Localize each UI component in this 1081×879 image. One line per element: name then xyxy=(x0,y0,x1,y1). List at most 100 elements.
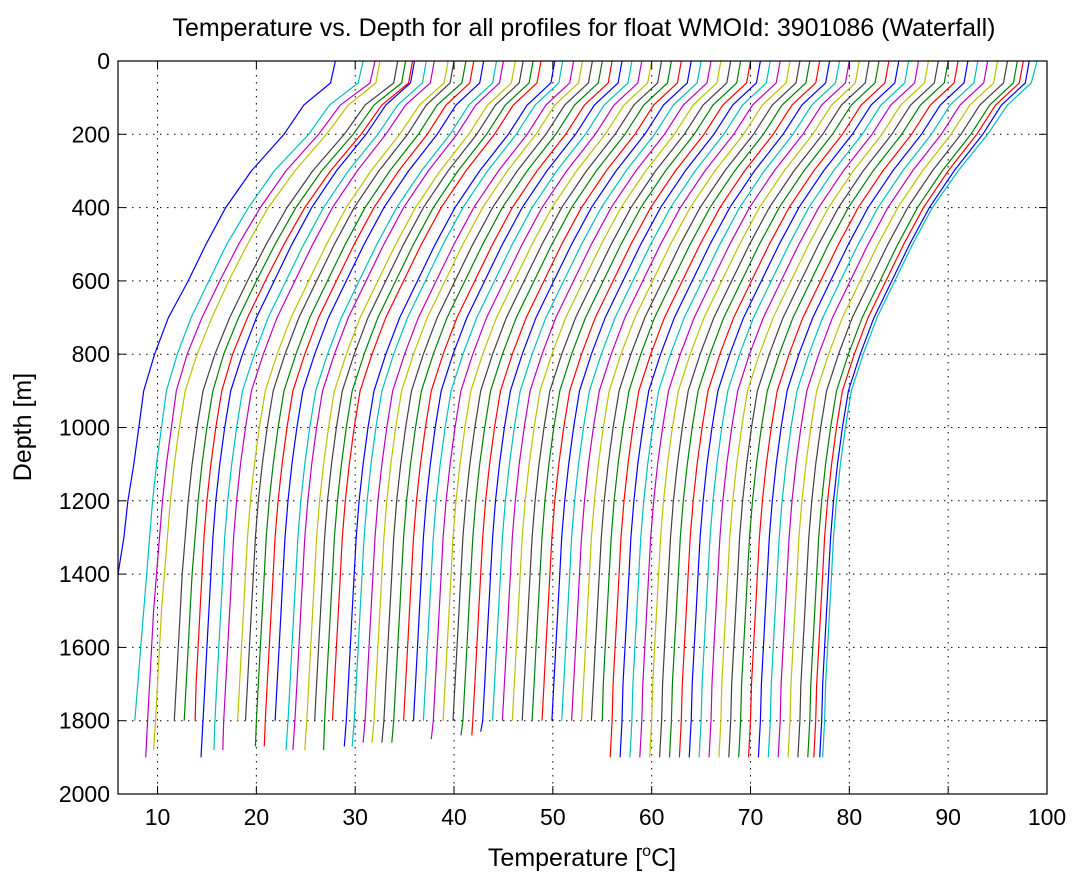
plot-frame xyxy=(117,60,1048,795)
profile-line xyxy=(304,60,516,751)
y-axis-label: Depth [m] xyxy=(9,373,37,481)
profile-line xyxy=(263,60,475,747)
profile-line xyxy=(371,60,584,743)
profile-line xyxy=(531,60,742,721)
axis-ticks: 10 20 30 40 50 60 70 80 90 1000200400600800100012… xyxy=(59,48,1066,830)
profile-line xyxy=(183,60,407,721)
y-tick-label: 0 xyxy=(97,48,110,74)
profile-line xyxy=(254,60,467,747)
profile-line xyxy=(244,60,455,721)
profile-line xyxy=(609,60,821,758)
profile-line xyxy=(237,60,449,721)
x-tick-label: 100 xyxy=(1028,804,1066,830)
profile-line xyxy=(738,60,949,758)
profile-line xyxy=(659,60,870,758)
profile-line xyxy=(767,60,979,758)
profile-line xyxy=(718,60,929,758)
profile-line xyxy=(601,60,811,721)
profile-line xyxy=(480,60,692,732)
x-tick-label: 30 xyxy=(342,804,368,830)
profile-line xyxy=(117,60,336,575)
profile-line xyxy=(492,60,702,721)
y-tick-label: 800 xyxy=(72,341,110,367)
profile-line xyxy=(422,60,633,721)
profile-line xyxy=(678,60,890,758)
profile-line xyxy=(822,60,1038,758)
y-tick-label: 1800 xyxy=(59,708,110,734)
profile-line xyxy=(797,60,1009,758)
profile-line xyxy=(323,60,534,751)
profile-line xyxy=(728,60,939,758)
y-tick-label: 200 xyxy=(72,121,110,147)
profile-line xyxy=(668,60,880,758)
x-tick-label: 80 xyxy=(837,804,863,830)
profile-line xyxy=(541,60,752,721)
profile-line xyxy=(471,60,682,736)
profile-line xyxy=(314,60,524,721)
y-tick-label: 1000 xyxy=(59,415,110,441)
profile-line xyxy=(351,60,564,747)
profile-line xyxy=(194,60,414,721)
profile-line xyxy=(153,60,381,751)
profile-line xyxy=(649,60,860,758)
grid-lines xyxy=(118,61,1047,794)
profile-line xyxy=(698,60,910,758)
profile-line xyxy=(571,60,781,721)
x-tick-label: 60 xyxy=(639,804,665,830)
profile-line xyxy=(511,60,722,721)
profile-line xyxy=(807,60,1018,758)
x-tick-label: 40 xyxy=(441,804,467,830)
y-tick-label: 600 xyxy=(72,268,110,294)
chart-title: Temperature vs. Depth for all profiles f… xyxy=(172,14,995,42)
profile-line xyxy=(412,60,623,721)
profile-line xyxy=(460,60,672,736)
profile-line xyxy=(580,60,791,721)
profile-line xyxy=(501,60,712,721)
x-tick-label: 90 xyxy=(935,804,961,830)
x-tick-label: 50 xyxy=(540,804,566,830)
profile-line xyxy=(813,60,1024,758)
profile-line xyxy=(590,60,801,721)
profile-line xyxy=(629,60,841,758)
profile-lines xyxy=(117,60,1038,758)
profile-line xyxy=(391,60,603,743)
profile-line xyxy=(222,60,435,751)
y-tick-label: 2000 xyxy=(59,781,110,807)
profile-line xyxy=(362,60,575,743)
profile-line xyxy=(561,60,771,721)
profile-line xyxy=(430,60,643,740)
profile-line xyxy=(381,60,593,743)
profile-line xyxy=(173,60,399,721)
profile-line xyxy=(343,60,556,747)
profile-line xyxy=(292,60,504,751)
profile-line xyxy=(777,60,989,758)
profile-line xyxy=(452,60,663,721)
profile-line xyxy=(551,60,761,721)
profile-line xyxy=(403,60,613,721)
x-tick-label: 70 xyxy=(738,804,764,830)
profile-line xyxy=(521,60,732,721)
profile-line xyxy=(274,60,485,721)
x-axis-label: Temperature [oC] xyxy=(488,843,676,872)
profile-line xyxy=(442,60,653,721)
x-tick-label: 20 xyxy=(244,804,270,830)
profile-line xyxy=(708,60,920,758)
y-tick-label: 400 xyxy=(72,195,110,221)
y-tick-label: 1400 xyxy=(59,561,110,587)
profile-line xyxy=(787,60,999,758)
profile-line xyxy=(134,60,364,721)
profile-line xyxy=(200,60,416,758)
profile-line xyxy=(331,60,542,721)
y-tick-label: 1200 xyxy=(59,488,110,514)
profile-line xyxy=(145,60,376,758)
profile-line xyxy=(819,60,1030,758)
profile-line xyxy=(619,60,831,758)
profile-line xyxy=(639,60,850,758)
y-tick-label: 1600 xyxy=(59,634,110,660)
profile-line xyxy=(747,60,959,758)
profile-line xyxy=(757,60,969,758)
profile-line xyxy=(688,60,900,758)
profile-line xyxy=(213,60,427,751)
profile-line xyxy=(285,60,498,751)
